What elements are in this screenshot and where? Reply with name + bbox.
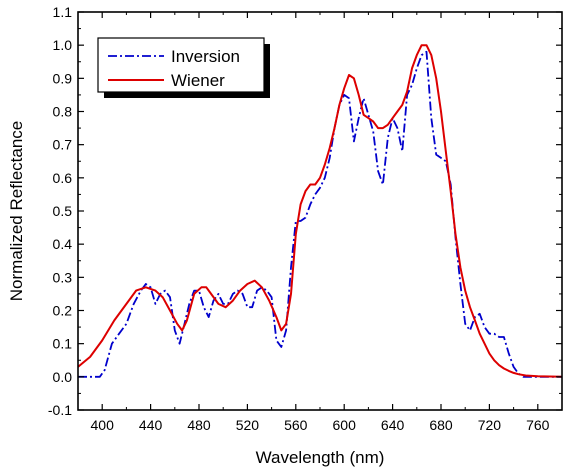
y-tick-label: 0.9 [53,70,73,86]
y-tick-label: 0.2 [53,303,73,319]
y-tick-label: 1.1 [53,4,73,20]
series-line-wiener [77,44,563,378]
y-tick-label: -0.1 [48,402,72,418]
y-tick-label: 0.0 [53,369,73,385]
y-tick-label: 0.3 [53,269,73,285]
x-axis-label: Wavelength (nm) [256,448,385,467]
y-axis-label: Normalized Reflectance [7,121,26,301]
x-tick-label: 400 [91,417,115,433]
ticks-layer: 400 440 480 520 560 600 640 680 720 760 -0.1 0.0 0.1… [48,4,563,433]
series-line-inversion [78,50,562,378]
legend-label-inversion: Inversion [171,47,240,66]
x-tick-label: 600 [333,417,357,433]
x-tick-label: 640 [381,417,405,433]
legend-box [97,37,265,93]
y-tick-label: 0.1 [53,336,73,352]
x-tick-label: 560 [284,417,308,433]
y-tick-label: 0.4 [53,236,73,252]
x-tick-label: 440 [139,417,163,433]
x-tick-label: 720 [478,417,502,433]
legend-label-wiener: Wiener [171,71,225,90]
x-tick-label: 520 [236,417,260,433]
x-tick-label: 760 [526,417,550,433]
y-tick-label: 0.8 [53,104,73,120]
legend: Inversion Wiener [97,37,270,98]
series-layer [77,44,563,378]
x-tick-label: 480 [187,417,211,433]
y-tick-label: 0.6 [53,170,73,186]
y-tick-label: 1.0 [53,37,73,53]
y-tick-label: 0.7 [53,137,73,153]
x-tick-label: 680 [429,417,453,433]
y-tick-label: 0.5 [53,203,73,219]
